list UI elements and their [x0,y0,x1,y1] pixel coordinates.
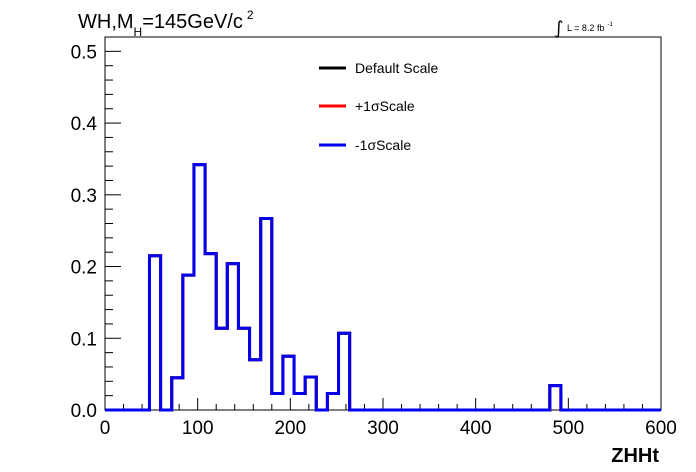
x-tick-label: 400 [460,418,492,439]
y-tick-label: 0.0 [71,401,97,422]
x-tick-label: 0 [100,418,111,439]
x-tick-label: 300 [367,418,399,439]
x-axis: 0 100 200 300 400 500 600 [100,398,677,439]
title-main: WH,M [78,11,134,33]
lumi-label: L = 8.2 fb -1 [567,22,613,33]
x-tick-label: 200 [274,418,306,439]
y-tick-label: 0.2 [71,258,97,279]
series-layer [105,163,661,412]
title-subscript: H [134,25,143,39]
series-line-plus1sigma [105,163,661,412]
lumi-integral-symbol: ∫ [554,18,563,39]
legend-label-default: Default Scale [355,60,438,76]
y-tick-label: 0.1 [71,329,97,350]
legend: Default Scale +1σScale -1σScale [319,60,438,153]
series-line-minus1sigma [105,163,661,412]
legend-label-plus1sigma: +1σScale [355,98,415,114]
x-tick-label: 600 [645,418,677,439]
y-tick-label: 0.3 [71,186,97,207]
x-tick-label: 500 [552,418,584,439]
y-tick-label: 0.4 [71,114,98,135]
plot-frame [104,36,662,411]
series-line-default [105,163,661,412]
lumi-superscript: -1 [607,22,613,28]
title-superscript: 2 [247,8,254,22]
lumi-text: L = 8.2 fb [567,23,604,33]
chart-title: WH,MH=145GeV/c 2 [78,8,254,39]
y-tick-label: 0.5 [71,42,97,63]
y-axis: 0.0 0.1 0.2 0.3 0.4 0.5 [71,36,121,422]
x-axis-title: ZHHt [611,445,659,467]
legend-label-minus1sigma: -1σScale [355,137,411,153]
x-tick-label: 100 [182,418,214,439]
title-tail: =145GeV/c [142,11,243,33]
